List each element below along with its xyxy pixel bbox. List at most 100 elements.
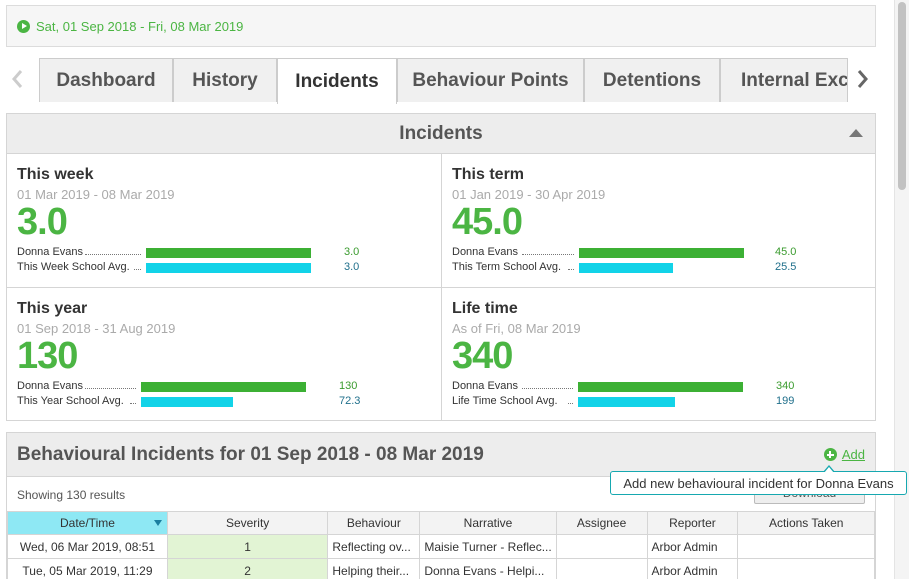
tab-behaviour-points[interactable]: Behaviour Points: [397, 58, 584, 102]
bar-value: 25.5: [775, 261, 797, 273]
cell-reporter: Arbor Admin: [646, 558, 739, 579]
student-bar: [579, 248, 744, 258]
behavioural-incidents-header: Behavioural Incidents for 01 Sep 2018 - …: [7, 433, 875, 477]
bar-value: 130: [339, 380, 358, 392]
cell-date-time: Wed, 06 Mar 2019, 08:51: [7, 534, 168, 559]
date-range-text: Sat, 01 Sep 2018 - Fri, 08 Mar 2019: [36, 18, 244, 34]
average-bar-row: This Term School Avg. 25.5: [452, 261, 872, 275]
average-bar-row: This Year School Avg. 72.3: [17, 395, 437, 409]
bar-label: Donna Evans: [17, 380, 84, 392]
incidents-table: Date/Time Severity Behaviour Narrative A…: [7, 511, 875, 579]
bar-label: This Year School Avg.: [17, 395, 124, 407]
incidents-panel-title: Incidents: [399, 122, 483, 144]
average-bar: [141, 397, 233, 407]
stat-this-term: This term 01 Jan 2019 - 30 Apr 2019 45.0…: [442, 154, 875, 288]
add-incident-tooltip: Add new behavioural incident for Donna E…: [610, 465, 907, 495]
scrollbar-thumb[interactable]: [898, 2, 906, 190]
bar-label: Donna Evans: [452, 246, 519, 258]
cell-narrative: Donna Evans - Helpi...: [419, 558, 557, 579]
tab-scroll-right-button[interactable]: [848, 56, 878, 102]
bar-value: 45.0: [775, 246, 797, 258]
cell-actions-taken: [737, 534, 875, 559]
date-range-bar[interactable]: Sat, 01 Sep 2018 - Fri, 08 Mar 2019: [6, 5, 876, 47]
stat-this-year: This year 01 Sep 2018 - 31 Aug 2019 130 …: [7, 288, 442, 420]
table-row[interactable]: Tue, 05 Mar 2019, 11:29 2 Helping their.…: [7, 558, 875, 579]
average-bar-row: Life Time School Avg. 199: [452, 395, 872, 409]
tab-internal-exclusions[interactable]: Internal Exc: [720, 58, 848, 102]
stat-range: As of Fri, 08 Mar 2019: [452, 321, 581, 336]
tab-scroll-left-button[interactable]: [2, 56, 32, 102]
behavioural-incidents-title: Behavioural Incidents for 01 Sep 2018 - …: [17, 444, 484, 465]
student-bar-row: Donna Evans 340: [452, 380, 872, 394]
cell-reporter: Arbor Admin: [646, 534, 739, 559]
bar-value: 72.3: [339, 395, 361, 407]
column-label: Date/Time: [60, 516, 115, 530]
student-bar: [578, 382, 743, 392]
bar-label: This Week School Avg.: [17, 261, 130, 273]
page-scrollbar[interactable]: [894, 0, 909, 579]
stat-value: 3.0: [17, 201, 68, 243]
cell-assignee: [555, 534, 648, 559]
average-bar: [579, 263, 673, 273]
table-row[interactable]: Wed, 06 Mar 2019, 08:51 1 Reflecting ov.…: [7, 534, 875, 559]
cell-date-time: Tue, 05 Mar 2019, 11:29: [7, 558, 168, 579]
stat-title: Life time: [452, 300, 518, 317]
collapse-icon[interactable]: [849, 129, 863, 137]
bar-label: Donna Evans: [17, 246, 84, 258]
stat-this-week: This week 01 Mar 2019 - 08 Mar 2019 3.0 …: [7, 154, 442, 288]
column-header-behaviour[interactable]: Behaviour: [327, 511, 421, 535]
stat-range: 01 Sep 2018 - 31 Aug 2019: [17, 321, 176, 336]
tab-dashboard[interactable]: Dashboard: [39, 58, 173, 102]
stat-value: 340: [452, 335, 513, 377]
student-bar: [146, 248, 311, 258]
student-bar-row: Donna Evans 3.0: [17, 246, 437, 260]
chevron-left-icon: [12, 70, 23, 88]
tab-bar: Dashboard History Incidents Behaviour Po…: [0, 56, 893, 104]
student-bar: [141, 382, 306, 392]
column-header-reporter[interactable]: Reporter: [646, 511, 739, 535]
incidents-panel: Incidents This week 01 Mar 2019 - 08 Mar…: [6, 113, 876, 421]
stat-range: 01 Mar 2019 - 08 Mar 2019: [17, 187, 175, 202]
stat-range: 01 Jan 2019 - 30 Apr 2019: [452, 187, 606, 202]
column-header-severity[interactable]: Severity: [166, 511, 329, 535]
average-bar: [146, 263, 311, 273]
stat-title: This week: [17, 166, 94, 183]
cell-severity: 1: [166, 534, 329, 559]
play-icon: [17, 19, 30, 33]
column-header-narrative[interactable]: Narrative: [419, 511, 557, 535]
cell-narrative: Maisie Turner - Reflec...: [419, 534, 557, 559]
chevron-right-icon: [857, 70, 868, 88]
cell-behaviour: Reflecting ov...: [327, 534, 421, 559]
bar-label: Donna Evans: [452, 380, 519, 392]
column-header-assignee[interactable]: Assignee: [555, 511, 648, 535]
cell-actions-taken: [737, 558, 875, 579]
plus-circle-icon: [823, 448, 837, 461]
incidents-panel-header[interactable]: Incidents: [7, 114, 875, 154]
tab-detentions[interactable]: Detentions: [584, 58, 720, 102]
average-bar: [578, 397, 675, 407]
average-bar-row: This Week School Avg. 3.0: [17, 261, 437, 275]
stat-value: 130: [17, 335, 78, 377]
stat-title: This year: [17, 300, 88, 317]
bar-label: This Term School Avg.: [452, 261, 562, 273]
bar-label: Life Time School Avg.: [452, 395, 558, 407]
table-header-row: Date/Time Severity Behaviour Narrative A…: [7, 511, 875, 535]
stat-value: 45.0: [452, 201, 523, 243]
bar-value: 199: [776, 395, 795, 407]
cell-severity: 2: [166, 558, 329, 579]
cell-assignee: [555, 558, 648, 579]
bar-value: 3.0: [344, 246, 360, 258]
column-header-date-time[interactable]: Date/Time: [7, 511, 168, 535]
add-incident-link[interactable]: Add: [823, 447, 865, 462]
behavioural-incidents-panel: Behavioural Incidents for 01 Sep 2018 - …: [6, 432, 876, 579]
cell-behaviour: Helping their...: [327, 558, 421, 579]
tab-history[interactable]: History: [173, 58, 277, 102]
column-header-actions-taken[interactable]: Actions Taken: [737, 511, 875, 535]
student-bar-row: Donna Evans 45.0: [452, 246, 872, 260]
add-label: Add: [841, 447, 865, 462]
tab-incidents[interactable]: Incidents: [277, 58, 397, 104]
stat-life-time: Life time As of Fri, 08 Mar 2019 340 Don…: [442, 288, 875, 420]
results-count: Showing 130 results: [17, 488, 126, 502]
bar-value: 340: [776, 380, 795, 392]
stat-title: This term: [452, 166, 525, 183]
